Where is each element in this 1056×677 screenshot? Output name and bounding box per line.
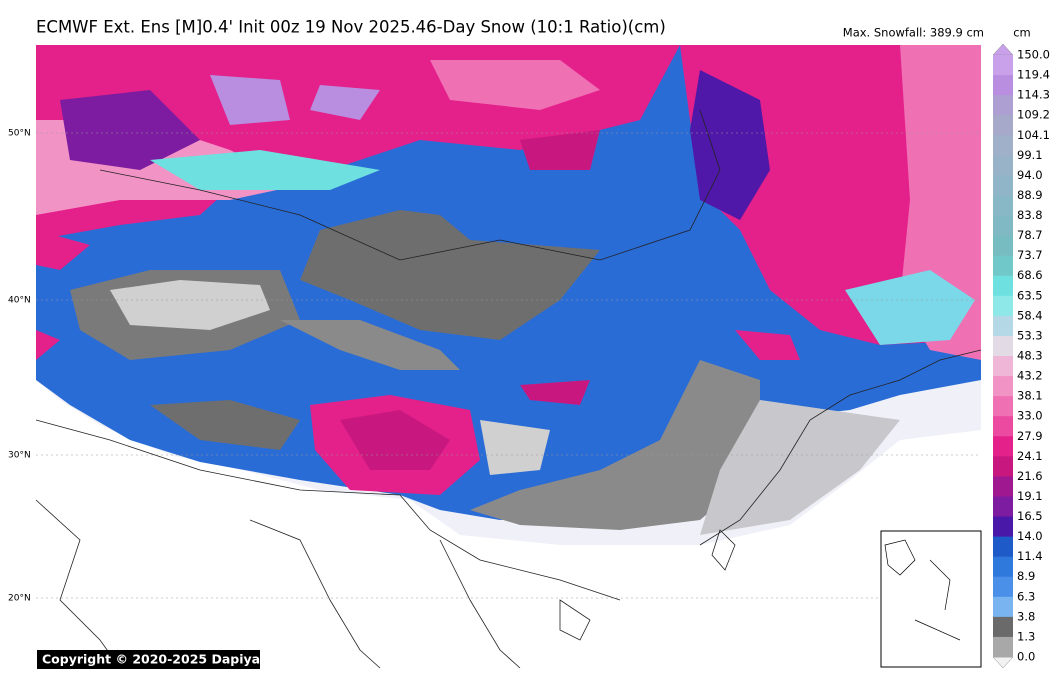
copyright: Copyright © 2020-2025 Dapiya — [42, 652, 260, 667]
colorbar-label: 119.4 — [1017, 68, 1050, 82]
map-title: ECMWF Ext. Ens [M]0.4' Init 00z 19 Nov 2… — [36, 18, 666, 37]
lat-label: 20°N — [8, 594, 31, 604]
colorbar-segment — [993, 516, 1013, 538]
colorbar-label: 1.3 — [1017, 629, 1035, 643]
colorbar-label: 53.3 — [1017, 328, 1043, 342]
colorbar-segment — [993, 616, 1013, 638]
colorbar-segment — [993, 175, 1013, 196]
colorbar-segment — [993, 315, 1013, 337]
colorbar-segment — [993, 155, 1013, 176]
colorbar-label: 27.9 — [1017, 429, 1043, 443]
colorbar-segment — [993, 115, 1013, 136]
colorbar-label: 114.3 — [1017, 88, 1050, 102]
colorbar-segment — [993, 576, 1013, 598]
colorbar-label: 63.5 — [1017, 288, 1043, 302]
colorbar-segment — [993, 496, 1013, 518]
colorbar-segment — [993, 376, 1013, 397]
colorbar-label: 68.6 — [1017, 268, 1043, 282]
colorbar-label: 73.7 — [1017, 248, 1043, 262]
colorbar-segment — [993, 556, 1013, 578]
colorbar-label: 16.5 — [1017, 509, 1043, 523]
colorbar-segment — [993, 536, 1013, 558]
colorbar-label: 109.2 — [1017, 108, 1050, 122]
colorbar-segment — [993, 596, 1013, 618]
map-area — [35, 45, 982, 669]
colorbar-segment — [993, 356, 1013, 377]
colorbar-label: 99.1 — [1017, 148, 1043, 162]
lat-label: 30°N — [8, 451, 31, 461]
colorbar-segment — [993, 416, 1013, 437]
colorbar-label: 11.4 — [1017, 549, 1043, 563]
colorbar-label: 104.1 — [1017, 128, 1050, 142]
colorbar-segment — [993, 55, 1013, 76]
colorbar-segment — [993, 476, 1013, 497]
colorbar-segment — [993, 275, 1013, 297]
colorbar-label: 88.9 — [1017, 188, 1043, 202]
colorbar-cap — [992, 656, 1014, 669]
colorbar-label: 78.7 — [1017, 228, 1043, 242]
colorbar-label: 33.0 — [1017, 409, 1043, 423]
colorbar: 150.0 119.4 114.3 109.2 104.1 99.1 94.0 88.9 83.… — [992, 43, 1050, 669]
colorbar-segment — [993, 215, 1013, 237]
colorbar-cap — [992, 43, 1014, 56]
colorbar-segment — [993, 75, 1013, 96]
colorbar-label: 43.2 — [1017, 369, 1043, 383]
colorbar-segment — [993, 295, 1013, 317]
colorbar-label: 150.0 — [1017, 48, 1050, 62]
colorbar-label: 83.8 — [1017, 208, 1043, 222]
colorbar-segment — [993, 135, 1013, 156]
colorbar-segment — [993, 436, 1013, 457]
colorbar-label: 14.0 — [1017, 529, 1043, 543]
copyright-box — [37, 650, 260, 669]
colorbar-label: 58.4 — [1017, 308, 1043, 322]
colorbar-segment — [993, 195, 1013, 217]
colorbar-label: 38.1 — [1017, 389, 1043, 403]
colorbar-label: 48.3 — [1017, 349, 1043, 363]
colorbar-unit: cm — [1013, 26, 1031, 40]
lat-label: 50°N — [8, 129, 31, 139]
colorbar-label: 8.9 — [1017, 569, 1035, 583]
max-snowfall: Max. Snowfall: 389.9 cm — [843, 26, 984, 40]
colorbar-segment — [993, 255, 1013, 277]
colorbar-label: 24.1 — [1017, 449, 1043, 463]
lat-labels: 50°N 40°N 30°N 20°N — [8, 129, 31, 604]
colorbar-label: 3.8 — [1017, 609, 1035, 623]
colorbar-segment — [993, 456, 1013, 477]
colorbar-label: 6.3 — [1017, 589, 1035, 603]
colorbar-label: 94.0 — [1017, 168, 1043, 182]
colorbar-segment — [993, 396, 1013, 417]
colorbar-label: 0.0 — [1017, 650, 1035, 664]
colorbar-segment — [993, 636, 1013, 658]
lat-label: 40°N — [8, 296, 31, 306]
colorbar-segment — [993, 235, 1013, 257]
colorbar-segment — [993, 95, 1013, 116]
colorbar-segment — [993, 335, 1013, 357]
colorbar-label: 21.6 — [1017, 469, 1043, 483]
colorbar-label: 19.1 — [1017, 489, 1043, 503]
